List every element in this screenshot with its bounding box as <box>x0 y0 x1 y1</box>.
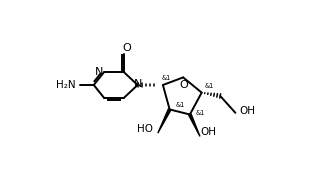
Text: O: O <box>122 43 131 53</box>
Text: &1: &1 <box>196 110 205 116</box>
Text: OH: OH <box>240 106 256 116</box>
Text: &1: &1 <box>204 83 214 89</box>
Text: H₂N: H₂N <box>56 80 76 90</box>
Text: OH: OH <box>201 127 217 137</box>
Polygon shape <box>158 109 171 133</box>
Text: &1: &1 <box>162 75 171 81</box>
Polygon shape <box>189 114 200 137</box>
Text: N: N <box>134 79 143 89</box>
Text: &1: &1 <box>176 102 185 108</box>
Text: HO: HO <box>137 124 153 134</box>
Text: N: N <box>95 67 103 77</box>
Text: O: O <box>180 80 188 90</box>
